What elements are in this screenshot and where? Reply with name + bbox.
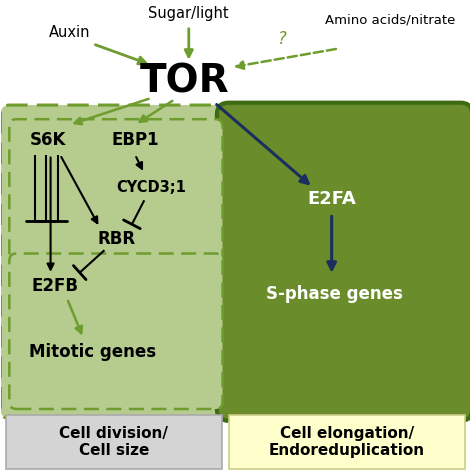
Text: E2FA: E2FA [307,190,356,208]
FancyBboxPatch shape [9,254,222,409]
Text: RBR: RBR [97,230,135,248]
FancyBboxPatch shape [217,103,472,421]
Text: Auxin: Auxin [48,25,90,39]
Text: S6K: S6K [30,131,66,149]
Text: Amino acids/nitrate: Amino acids/nitrate [325,14,456,27]
Text: S-phase genes: S-phase genes [265,284,402,302]
FancyBboxPatch shape [9,119,222,263]
Text: Mitotic genes: Mitotic genes [29,344,156,362]
Text: EBP1: EBP1 [111,131,159,149]
FancyBboxPatch shape [228,415,465,469]
Text: TOR: TOR [139,63,229,100]
Text: Sugar/light: Sugar/light [148,6,229,21]
Text: E2FB: E2FB [32,277,79,295]
FancyBboxPatch shape [0,105,232,419]
Text: CYCD3;1: CYCD3;1 [116,180,186,195]
Text: Cell elongation/
Endoreduplication: Cell elongation/ Endoreduplication [269,426,425,458]
Text: ?: ? [278,30,287,48]
Text: Cell division/
Cell size: Cell division/ Cell size [59,426,168,458]
FancyBboxPatch shape [6,415,221,469]
